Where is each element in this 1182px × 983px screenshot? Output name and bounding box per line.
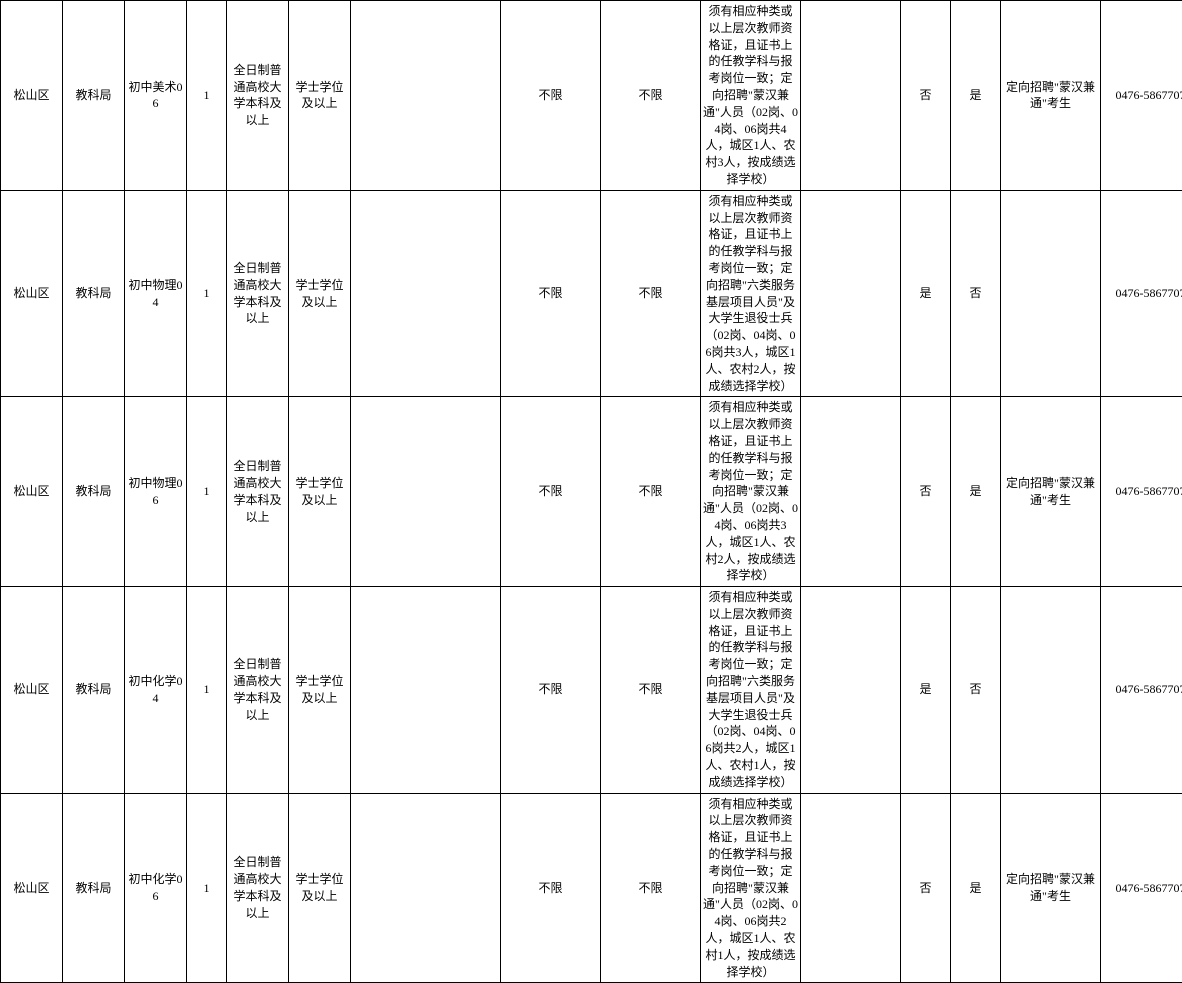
table-cell: 须有相应种类或以上层次教师资格证，且证书上的任教学科与报考岗位一致；定向招聘"六…: [701, 587, 801, 794]
table-row: 松山区教科局初中物理061全日制普通高校大学本科及以上学士学位及以上 不限不限须有…: [1, 397, 1182, 587]
table-cell: [351, 190, 501, 397]
table-cell: 须有相应种类或以上层次教师资格证，且证书上的任教学科与报考岗位一致；定向招聘"蒙…: [701, 1, 801, 191]
table-cell: 全日制普通高校大学本科及以上: [227, 1, 289, 191]
table-row: 松山区教科局初中美术061全日制普通高校大学本科及以上学士学位及以上 不限不限须有…: [1, 1, 1182, 191]
table-cell: 须有相应种类或以上层次教师资格证，且证书上的任教学科与报考岗位一致；定向招聘"六…: [701, 190, 801, 397]
table-cell: 全日制普通高校大学本科及以上: [227, 793, 289, 983]
table-cell: 否: [901, 793, 951, 983]
table-cell: 不限: [601, 587, 701, 794]
table-cell: 是: [951, 1, 1001, 191]
table-cell: 不限: [601, 1, 701, 191]
table-cell: 初中物理04: [125, 190, 187, 397]
table-cell: 0476-5867707: [1101, 793, 1182, 983]
table-cell: 0476-5867707: [1101, 190, 1182, 397]
table-cell: 学士学位及以上: [289, 190, 351, 397]
table-cell: [1001, 190, 1101, 397]
table-cell: 不限: [501, 1, 601, 191]
table-cell: [351, 1, 501, 191]
table-cell: 否: [951, 190, 1001, 397]
table-cell: [1001, 587, 1101, 794]
table-cell: 定向招聘"蒙汉兼通"考生: [1001, 397, 1101, 587]
table-cell: 教科局: [63, 1, 125, 191]
table-cell: [351, 793, 501, 983]
table-cell: 1: [187, 397, 227, 587]
table-cell: 松山区: [1, 1, 63, 191]
table-cell: 1: [187, 190, 227, 397]
table-cell: 须有相应种类或以上层次教师资格证，且证书上的任教学科与报考岗位一致；定向招聘"蒙…: [701, 397, 801, 587]
table-cell: 0476-5867707: [1101, 397, 1182, 587]
table-cell: 不限: [601, 397, 701, 587]
table-cell: 学士学位及以上: [289, 793, 351, 983]
table-cell: 初中美术06: [125, 1, 187, 191]
table-cell: 松山区: [1, 793, 63, 983]
table-cell: 须有相应种类或以上层次教师资格证，且证书上的任教学科与报考岗位一致；定向招聘"蒙…: [701, 793, 801, 983]
table-row: 松山区教科局初中化学041全日制普通高校大学本科及以上学士学位及以上 不限不限须有…: [1, 587, 1182, 794]
table-cell: 定向招聘"蒙汉兼通"考生: [1001, 1, 1101, 191]
table-cell: 否: [901, 397, 951, 587]
table-cell: [801, 190, 901, 397]
table-row: 松山区教科局初中化学061全日制普通高校大学本科及以上学士学位及以上 不限不限须有…: [1, 793, 1182, 983]
table-cell: [801, 587, 901, 794]
table-cell: 教科局: [63, 190, 125, 397]
table-cell: 学士学位及以上: [289, 1, 351, 191]
table-cell: 1: [187, 1, 227, 191]
table-cell: 全日制普通高校大学本科及以上: [227, 587, 289, 794]
recruitment-table: 松山区教科局初中美术061全日制普通高校大学本科及以上学士学位及以上不限不限须有…: [0, 0, 1182, 983]
table-cell: 不限: [601, 793, 701, 983]
table-cell: [351, 397, 501, 587]
table-cell: 松山区: [1, 397, 63, 587]
table-cell: 初中化学06: [125, 793, 187, 983]
table-cell: [801, 793, 901, 983]
table-cell: [801, 1, 901, 191]
table-cell: [351, 587, 501, 794]
table-cell: 是: [901, 190, 951, 397]
table-cell: 全日制普通高校大学本科及以上: [227, 190, 289, 397]
table-cell: 全日制普通高校大学本科及以上: [227, 397, 289, 587]
table-cell: 否: [951, 587, 1001, 794]
table-cell: 0476-5867707: [1101, 1, 1182, 191]
table-cell: 教科局: [63, 793, 125, 983]
table-cell: 否: [901, 1, 951, 191]
table-cell: 不限: [501, 793, 601, 983]
table-cell: 学士学位及以上: [289, 587, 351, 794]
table-cell: 初中物理06: [125, 397, 187, 587]
table-cell: 1: [187, 793, 227, 983]
table-cell: 不限: [501, 190, 601, 397]
table-cell: 定向招聘"蒙汉兼通"考生: [1001, 793, 1101, 983]
table-cell: 是: [951, 397, 1001, 587]
table-cell: 是: [951, 793, 1001, 983]
table-cell: 1: [187, 587, 227, 794]
table-cell: 初中化学04: [125, 587, 187, 794]
table-cell: [801, 397, 901, 587]
table-row: 松山区教科局初中物理041全日制普通高校大学本科及以上学士学位及以上 不限不限须有…: [1, 190, 1182, 397]
table-cell: 0476-5867707: [1101, 587, 1182, 794]
table-cell: 不限: [501, 397, 601, 587]
table-cell: 教科局: [63, 587, 125, 794]
table-cell: 不限: [601, 190, 701, 397]
table-cell: 不限: [501, 587, 601, 794]
table-cell: 是: [901, 587, 951, 794]
table-cell: 松山区: [1, 587, 63, 794]
table-cell: 学士学位及以上: [289, 397, 351, 587]
table-cell: 松山区: [1, 190, 63, 397]
table-cell: 教科局: [63, 397, 125, 587]
